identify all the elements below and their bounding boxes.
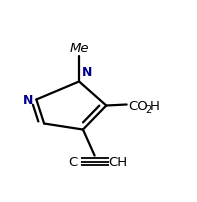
Text: CH: CH <box>108 155 127 168</box>
Text: CO: CO <box>129 100 148 113</box>
Text: C: C <box>69 155 78 168</box>
Text: N: N <box>82 66 92 79</box>
Text: N: N <box>23 94 33 106</box>
Text: 2: 2 <box>146 105 152 115</box>
Text: Me: Me <box>69 42 89 55</box>
Text: H: H <box>150 100 159 113</box>
